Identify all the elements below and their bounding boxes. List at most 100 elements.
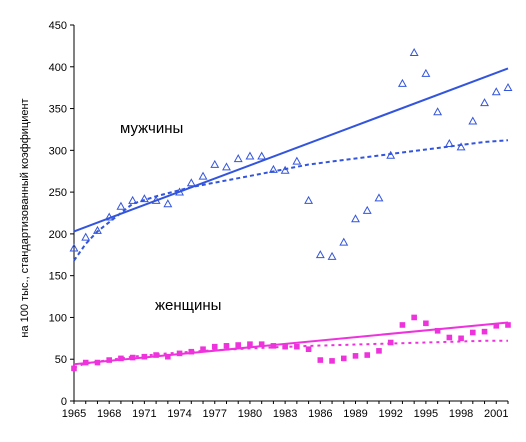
data-point-men bbox=[468, 116, 478, 125]
data-point-women bbox=[153, 352, 159, 358]
y-tick-label: 150 bbox=[49, 271, 67, 283]
linear-trend-line-men bbox=[73, 67, 509, 233]
data-point-men bbox=[128, 195, 138, 204]
series-label-men: мужчины bbox=[120, 120, 183, 137]
data-point-men bbox=[163, 199, 173, 208]
data-point-women bbox=[493, 323, 500, 329]
data-point-women bbox=[387, 339, 394, 346]
data-point-men bbox=[210, 159, 220, 168]
data-point-men bbox=[69, 243, 79, 252]
data-point-women bbox=[106, 357, 112, 363]
data-point-women bbox=[364, 352, 371, 358]
data-point-men bbox=[327, 251, 337, 260]
series-label-women: женщины bbox=[155, 297, 221, 314]
data-point-women bbox=[71, 365, 77, 372]
x-tick-label: 1995 bbox=[414, 408, 438, 420]
data-point-women bbox=[176, 350, 183, 357]
x-tick-label: 1977 bbox=[203, 408, 227, 420]
y-tick-label: 300 bbox=[49, 145, 67, 157]
y-tick-label: 450 bbox=[49, 20, 67, 32]
data-point-women bbox=[505, 322, 511, 328]
data-point-women bbox=[411, 314, 417, 321]
data-point-men bbox=[444, 139, 454, 148]
x-tick-label: 1965 bbox=[62, 408, 86, 420]
data-point-men bbox=[93, 225, 102, 234]
data-point-men bbox=[233, 154, 243, 163]
data-point-women bbox=[423, 320, 429, 327]
data-point-women bbox=[141, 353, 148, 360]
y-tick-label: 50 bbox=[55, 354, 67, 366]
data-point-men bbox=[480, 98, 489, 107]
data-point-men bbox=[186, 178, 196, 187]
series-men bbox=[69, 47, 513, 262]
x-tick-label: 2001 bbox=[484, 408, 508, 420]
log-trend-line-men bbox=[73, 139, 509, 262]
x-tick-label: 1983 bbox=[273, 408, 297, 420]
data-point-men bbox=[257, 151, 267, 160]
plot-area bbox=[69, 47, 513, 372]
data-point-women bbox=[200, 346, 206, 352]
data-point-women bbox=[82, 359, 89, 366]
data-point-men bbox=[245, 151, 255, 160]
x-tick-label: 1971 bbox=[132, 408, 156, 420]
data-point-men bbox=[339, 237, 349, 246]
data-point-women bbox=[399, 322, 406, 328]
data-point-women bbox=[258, 341, 265, 347]
data-point-men bbox=[292, 156, 302, 165]
data-point-men bbox=[175, 187, 185, 196]
data-point-men bbox=[304, 195, 314, 204]
data-point-men bbox=[421, 68, 431, 77]
data-point-men bbox=[503, 83, 513, 92]
data-point-women bbox=[305, 346, 312, 352]
axes: 0 50 100 150 200 250 300 350 400 450 1965 1968 1971… bbox=[49, 20, 509, 420]
data-point-women bbox=[317, 357, 324, 363]
log-trend-line-women bbox=[73, 339, 508, 369]
y-axis-ticks: 0 50 100 150 200 250 300 350 400 450 bbox=[49, 20, 74, 408]
data-point-men bbox=[397, 78, 407, 87]
data-point-men bbox=[315, 250, 325, 259]
data-point-men bbox=[222, 162, 231, 171]
data-point-women bbox=[223, 343, 230, 349]
data-point-men bbox=[268, 164, 278, 173]
data-point-men bbox=[139, 194, 149, 203]
data-point-women bbox=[188, 348, 195, 355]
series-women bbox=[71, 314, 511, 372]
data-point-women bbox=[211, 343, 218, 350]
data-point-men bbox=[81, 232, 91, 241]
data-point-women bbox=[481, 328, 488, 335]
data-point-women bbox=[118, 355, 124, 362]
data-point-men bbox=[491, 87, 501, 96]
data-point-men bbox=[280, 165, 290, 174]
x-tick-label: 1986 bbox=[308, 408, 332, 420]
data-point-women bbox=[376, 348, 382, 354]
data-point-men bbox=[151, 195, 161, 204]
data-point-men bbox=[116, 201, 126, 210]
data-point-men bbox=[433, 107, 443, 116]
y-tick-label: 250 bbox=[49, 187, 67, 199]
data-point-women bbox=[294, 343, 300, 350]
data-point-women bbox=[446, 334, 453, 341]
data-point-women bbox=[282, 343, 288, 350]
y-tick-label: 0 bbox=[61, 396, 67, 408]
data-point-men bbox=[386, 150, 396, 159]
y-tick-label: 350 bbox=[49, 104, 67, 116]
y-tick-label: 100 bbox=[49, 312, 67, 324]
y-tick-label: 400 bbox=[49, 62, 67, 74]
data-point-women bbox=[470, 329, 476, 336]
y-tick-label: 200 bbox=[49, 229, 67, 241]
data-point-men bbox=[456, 142, 466, 151]
data-point-men bbox=[198, 171, 208, 180]
data-point-women bbox=[329, 358, 335, 364]
data-point-women bbox=[94, 359, 101, 366]
data-point-women bbox=[340, 355, 347, 362]
data-point-men bbox=[362, 205, 372, 214]
data-point-women bbox=[270, 343, 277, 349]
x-tick-label: 1980 bbox=[238, 408, 262, 420]
data-point-men bbox=[409, 47, 419, 56]
data-point-women bbox=[434, 328, 441, 334]
data-point-women bbox=[458, 335, 464, 342]
data-point-women bbox=[165, 353, 171, 360]
y-axis-title: на 100 тыс., стандартизованный коэффицие… bbox=[19, 98, 31, 337]
data-point-men bbox=[104, 212, 114, 221]
